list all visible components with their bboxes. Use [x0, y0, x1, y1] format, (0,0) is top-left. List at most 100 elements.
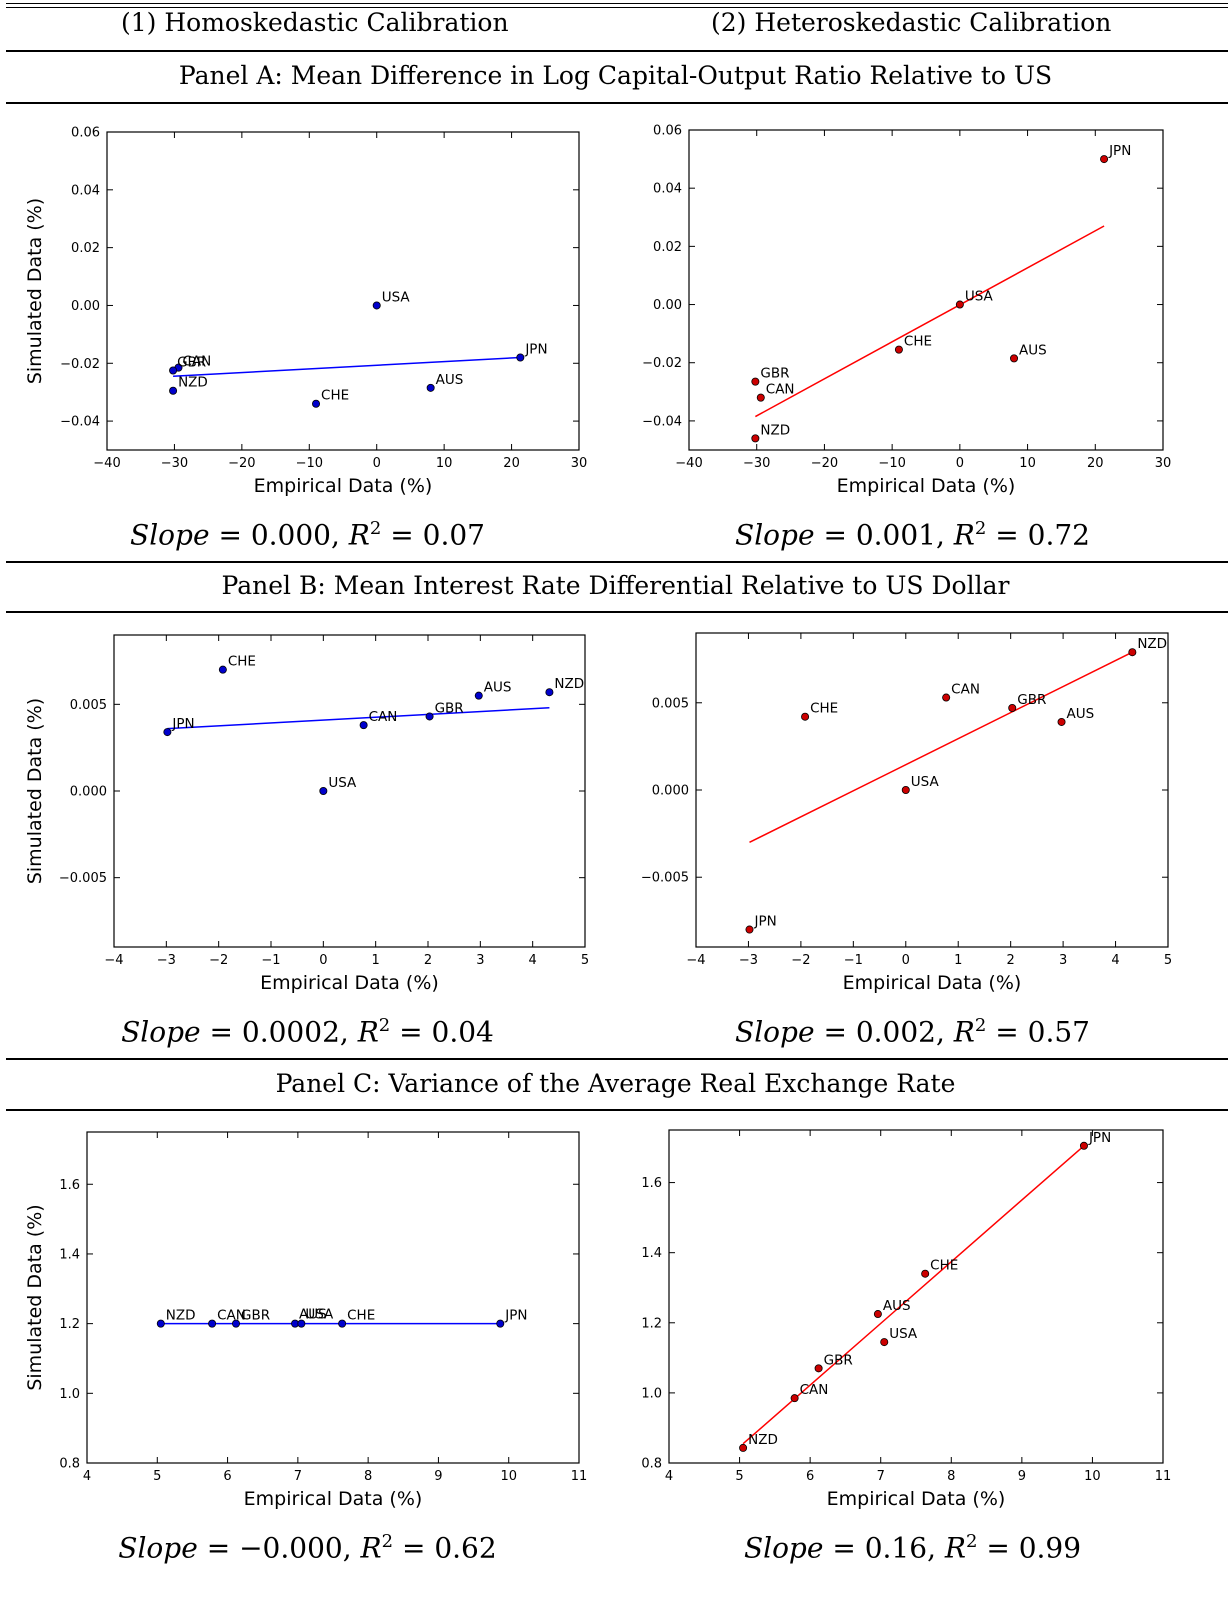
- x-tick-label: −20: [228, 456, 255, 471]
- point-label-gbr: GBR: [241, 1308, 270, 1324]
- panel-b-title-rule: [6, 611, 1228, 613]
- x-tick-label: 10: [500, 1469, 517, 1484]
- x-tick-label: 30: [1155, 456, 1172, 471]
- data-point-gbr: [232, 1319, 241, 1328]
- panel-c-title-rule: [6, 1109, 1228, 1111]
- fit-line: [167, 707, 550, 730]
- point-label-nzd: NZD: [760, 422, 790, 438]
- x-tick-label: 5: [153, 1469, 161, 1484]
- data-point-gbr: [1008, 704, 1017, 713]
- point-label-gbr: GBR: [1017, 692, 1046, 708]
- point-label-jpn: JPN: [1108, 143, 1131, 159]
- x-tick-label: −40: [93, 456, 120, 471]
- top-double-rule-1: [6, 3, 1228, 4]
- chart-c1: 4 5 6 7 8 9 10 11 0.8 1.0 1.2 1.4 1.6 Empirical Data …: [24, 1131, 587, 1510]
- x-tick-label: −2: [209, 953, 228, 968]
- x-tick-label: −4: [686, 953, 705, 968]
- x-tick-label: 4: [665, 1469, 673, 1484]
- data-point-nzd: [545, 688, 554, 697]
- data-point-usa: [297, 1319, 306, 1328]
- point-label-nzd: NZD: [1137, 636, 1167, 652]
- point-label-usa: USA: [965, 289, 994, 305]
- chart-c2: 4 5 6 7 8 9 10 11 0.8 1.0 1.2 1.4 1.6 Empirical Data …: [641, 1129, 1171, 1510]
- panel-a-title: Panel A: Mean Difference in Log Capital-…: [178, 61, 1053, 90]
- data-point-gbr: [169, 366, 178, 375]
- y-axis-label: Simulated Data (%): [24, 1204, 46, 1390]
- x-tick-label: 10: [1019, 456, 1036, 471]
- x-tick-label: 7: [877, 1469, 885, 1484]
- y-axis-label: Simulated Data (%): [24, 698, 46, 884]
- y-tick-label: 1.6: [59, 1178, 80, 1193]
- data-point-usa: [372, 301, 381, 310]
- r2-value: 0.57: [1027, 1015, 1090, 1049]
- x-axis-label: Empirical Data (%): [827, 1488, 1006, 1510]
- point-label-aus: AUS: [299, 1307, 327, 1323]
- point-label-aus: AUS: [484, 680, 512, 696]
- x-tick-label: −4: [104, 953, 123, 968]
- chart-b2: −4 −3 −2 −1 0 1 2 3 4 5 −0.005 0.000 0.005 Empirical …: [641, 632, 1172, 994]
- point-label-jpn: JPN: [504, 1308, 527, 1324]
- point-label-usa: USA: [328, 775, 357, 791]
- slope-value: 0.16: [864, 1531, 928, 1565]
- x-tick-label: −3: [739, 953, 758, 968]
- y-tick-label: 0.000: [70, 785, 107, 800]
- y-tick-label: 1.0: [59, 1387, 80, 1402]
- y-tick-label: 0.06: [653, 124, 682, 139]
- data-point-usa: [901, 786, 910, 795]
- plot-frame: [86, 1131, 580, 1464]
- panel-c-left-stat: Slope = −0.000, R2 = 0.62: [118, 1531, 497, 1565]
- panel-b-left-stat: Slope = 0.0002, R2 = 0.04: [121, 1015, 494, 1049]
- slope-word: Slope: [118, 1531, 198, 1565]
- panel-c-title: Panel C: Variance of the Average Real Ex…: [275, 1069, 956, 1098]
- point-label-aus: AUS: [1019, 342, 1047, 358]
- plot-frame: [668, 1129, 1164, 1464]
- slope-value: 0.000: [250, 518, 331, 552]
- y-tick-label: 0.8: [641, 1457, 662, 1472]
- plot-frame: [695, 632, 1169, 948]
- chart-a1: −40 −30 −20 −10 0 10 20 30 −0.04 −0.02 0.00 0.02 0.0…: [24, 126, 587, 498]
- y-tick-label: −0.04: [60, 415, 100, 430]
- panel-b-top-rule: [6, 561, 1228, 563]
- x-tick-label: 20: [503, 456, 520, 471]
- column-header-homoskedastic: (1) Homoskedastic Calibration: [121, 8, 509, 37]
- r2-value: 0.04: [431, 1015, 494, 1049]
- panel-a-left-stat: Slope = 0.000, R2 = 0.07: [130, 518, 485, 552]
- data-point-jpn: [1079, 1141, 1088, 1150]
- y-tick-label: −0.04: [642, 414, 682, 429]
- point-label-gbr: GBR: [435, 700, 464, 716]
- y-tick-label: −0.02: [642, 356, 682, 371]
- x-axis-label: Empirical Data (%): [254, 475, 433, 497]
- data-point-nzd: [751, 434, 760, 443]
- y-tick-label: 0.04: [71, 183, 100, 198]
- slope-value: −0.000: [239, 1531, 343, 1565]
- data-point-usa: [955, 300, 964, 309]
- x-tick-label: −1: [261, 953, 280, 968]
- x-tick-label: 8: [947, 1469, 955, 1484]
- slope-value: 0.001: [855, 518, 936, 552]
- x-tick-label: −2: [791, 953, 810, 968]
- x-tick-label: 8: [364, 1469, 372, 1484]
- data-point-nzd: [156, 1319, 165, 1328]
- x-tick-label: 10: [436, 456, 453, 471]
- y-tick-label: −0.005: [59, 871, 107, 886]
- point-label-jpn: JPN: [753, 914, 776, 930]
- x-axis-label: Empirical Data (%): [260, 972, 439, 994]
- header-rule: [6, 50, 1228, 52]
- point-label-che: CHE: [228, 654, 256, 670]
- y-tick-label: 1.4: [641, 1246, 662, 1261]
- chart-b1: −4 −3 −2 −1 0 1 2 3 4 5 −0.005 0.000 0.005 Empirical …: [24, 634, 589, 994]
- data-point-nzd: [739, 1443, 748, 1452]
- y-tick-label: 1.2: [59, 1317, 80, 1332]
- slope-word: Slope: [121, 1015, 201, 1049]
- point-label-jpn: JPN: [524, 341, 547, 357]
- point-label-can: CAN: [766, 382, 795, 398]
- data-point-aus: [474, 691, 483, 700]
- point-label-can: CAN: [217, 1308, 246, 1324]
- y-tick-label: 0.00: [71, 299, 100, 314]
- r2-value: 0.07: [422, 518, 485, 552]
- y-tick-label: −0.02: [60, 357, 100, 372]
- data-point-can: [790, 1394, 799, 1403]
- panel-a-right-stat: Slope = 0.001, R2 = 0.72: [735, 518, 1090, 552]
- point-label-usa: USA: [305, 1307, 334, 1323]
